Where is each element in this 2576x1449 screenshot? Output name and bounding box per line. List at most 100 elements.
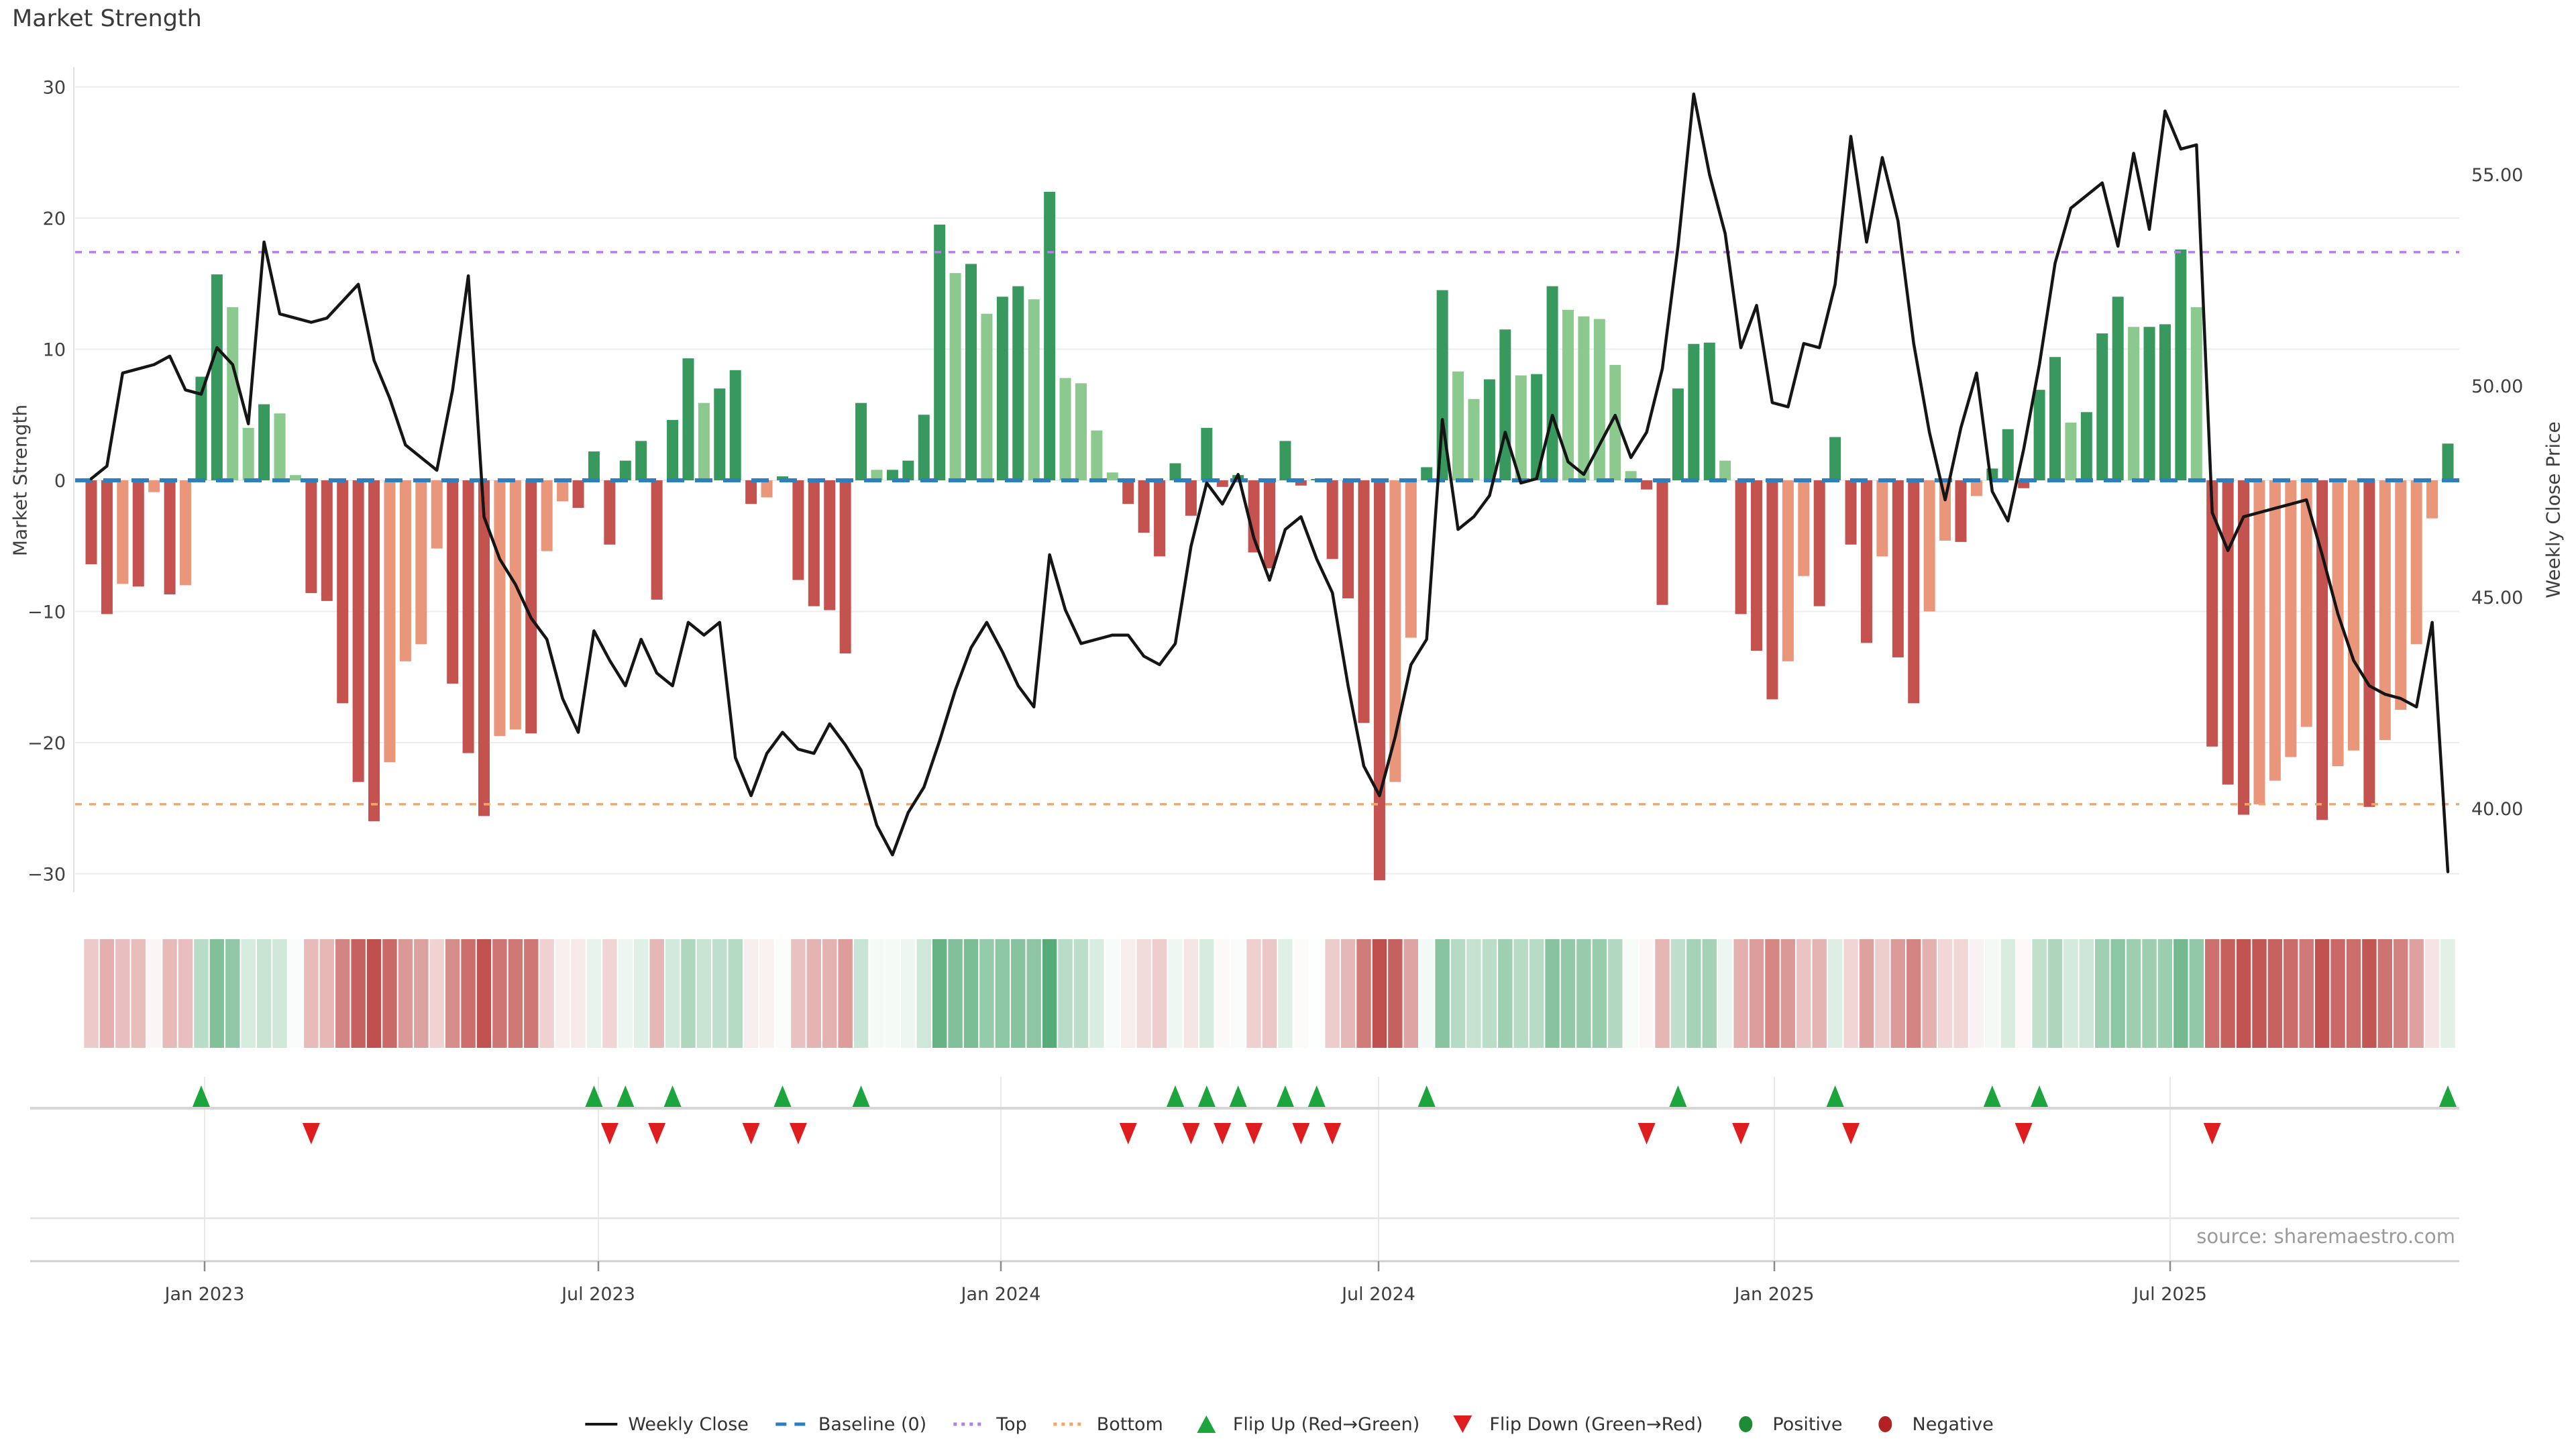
negative-strength-bar	[525, 480, 537, 734]
negative-strength-bar	[1295, 480, 1307, 486]
legend-item-label: Positive	[1772, 1413, 1843, 1435]
heatmap-cell	[743, 939, 759, 1048]
positive-strength-bar	[2442, 443, 2454, 480]
flip-up-icon	[1276, 1085, 1294, 1107]
heatmap-cell	[1875, 939, 1890, 1048]
negative-strength-bar	[1326, 480, 1338, 559]
heatmap-cell	[1639, 939, 1654, 1048]
positive-strength-bar	[227, 307, 239, 480]
heatmap-cell	[272, 939, 287, 1048]
heatmap-cell	[665, 939, 680, 1048]
heatmap-cell	[1058, 939, 1073, 1048]
heatmap-cell	[1796, 939, 1811, 1048]
legend-item-label: Flip Up (Red→Green)	[1232, 1413, 1420, 1435]
heatmap-cell	[932, 939, 947, 1048]
heatmap-cell	[1089, 939, 1104, 1048]
positive-strength-bar	[714, 388, 726, 480]
positive-strength-bar	[2128, 327, 2140, 480]
negative-strength-bar	[2395, 480, 2407, 710]
tick-labels: 30 20 10 0 −10 −20 −30 55.00 50.00 45.00 40.00 Jan …	[28, 78, 2523, 1305]
flip-down-icon	[1453, 1415, 1472, 1433]
negative-strength-bar	[1138, 480, 1150, 533]
negative-strength-bar	[180, 480, 192, 586]
negative-strength-bar	[2238, 480, 2250, 815]
heatmap-cell	[1450, 939, 1466, 1048]
legend-item-label: Weekly Close	[628, 1413, 749, 1435]
flip-down-icon	[1245, 1123, 1263, 1144]
positive-strength-bar	[635, 441, 647, 480]
legend-item: Flip Down (Green→Red)	[1444, 1413, 1703, 1436]
heatmap-cell	[1356, 939, 1371, 1048]
flip-up-icon	[1826, 1085, 1844, 1107]
positive-strength-bar	[619, 460, 631, 480]
flip-up-icon	[1417, 1085, 1436, 1107]
heatmap-cell	[1419, 939, 1434, 1048]
negative-strength-bar	[1264, 480, 1275, 568]
heatmap-cell	[1042, 939, 1057, 1048]
flip-up-icon	[773, 1085, 792, 1107]
negative-strength-bar	[572, 480, 584, 508]
heatmap-cell	[2000, 939, 2015, 1048]
positive-strength-bar	[2080, 412, 2092, 480]
negative-strength-bar	[1185, 480, 1197, 516]
negative-strength-bar	[85, 480, 97, 565]
flip-down-icon	[1638, 1123, 1656, 1144]
negative-strength-bar	[1751, 480, 1763, 651]
flip-up-icon	[616, 1085, 635, 1107]
flip-up-icon	[2439, 1085, 2457, 1107]
positive-strength-bar	[2065, 422, 2077, 480]
heatmap-cell	[2440, 939, 2455, 1048]
negative-strength-bar	[745, 480, 757, 504]
flip-down-icon	[1214, 1123, 1232, 1144]
heatmap-cell	[508, 939, 523, 1048]
legend-item-label: Negative	[1912, 1413, 1994, 1435]
heatmap-cell	[429, 939, 444, 1048]
negative-strength-bar	[1970, 480, 1982, 496]
flip-up-icon	[1229, 1085, 1247, 1107]
positive-strength-bar	[2159, 324, 2171, 480]
positive-strength-bar	[1593, 319, 1605, 480]
flip-up-icon	[2031, 1085, 2049, 1107]
positive-strength-bar	[1829, 437, 1841, 480]
heatmap-cell	[162, 939, 177, 1048]
heatmap-cell	[2299, 939, 2314, 1048]
positive-strength-bar	[1421, 467, 1433, 480]
negative-strength-bar	[305, 480, 317, 594]
heatmap-cell	[634, 939, 649, 1048]
heatmap-cell	[2032, 939, 2047, 1048]
legend-item: Weekly Close	[582, 1413, 749, 1436]
heatmap-cell	[414, 939, 429, 1048]
negative-strength-bar	[1923, 480, 1935, 612]
positive-strength-bar	[1279, 441, 1291, 480]
negative-strength-bar	[1955, 480, 1967, 542]
heatmap-cell	[1608, 939, 1623, 1048]
heatmap-cell	[351, 939, 366, 1048]
positive-strength-bar	[274, 413, 286, 480]
right-axis-tick-label: 45.00	[2471, 588, 2523, 608]
heatmap-cell	[524, 939, 539, 1048]
x-axis-tick-label: Jul 2025	[2132, 1284, 2207, 1305]
heatmap-cell	[995, 939, 1010, 1048]
flip-down-icon	[1182, 1123, 1200, 1144]
negative-strength-bar	[2269, 480, 2281, 781]
left-axis-tick-label: −20	[28, 733, 66, 754]
positive-strength-bar	[1483, 379, 1495, 480]
negative-strength-bar	[148, 480, 160, 492]
flip-down-icon	[1732, 1123, 1750, 1144]
negative-strength-bar	[2285, 480, 2297, 757]
positive-strength-bar	[729, 370, 741, 480]
heatmap-cell	[555, 939, 570, 1048]
negative-strength-bar	[541, 480, 553, 551]
x-axis-tick-label: Jul 2024	[1340, 1284, 1415, 1305]
negative-strength-bar	[321, 480, 333, 601]
heatmap-cell	[2157, 939, 2173, 1048]
heatmap-cell	[335, 939, 350, 1048]
heatmap-cell	[1199, 939, 1214, 1048]
right-axis-tick-label: 50.00	[2471, 376, 2523, 397]
heatmap-cell	[1136, 939, 1151, 1048]
heatmap-cell	[2236, 939, 2251, 1048]
positive-strength-bar	[1578, 316, 1590, 480]
heatmap-cell	[2174, 939, 2188, 1048]
heatmap-cell	[1340, 939, 1356, 1048]
